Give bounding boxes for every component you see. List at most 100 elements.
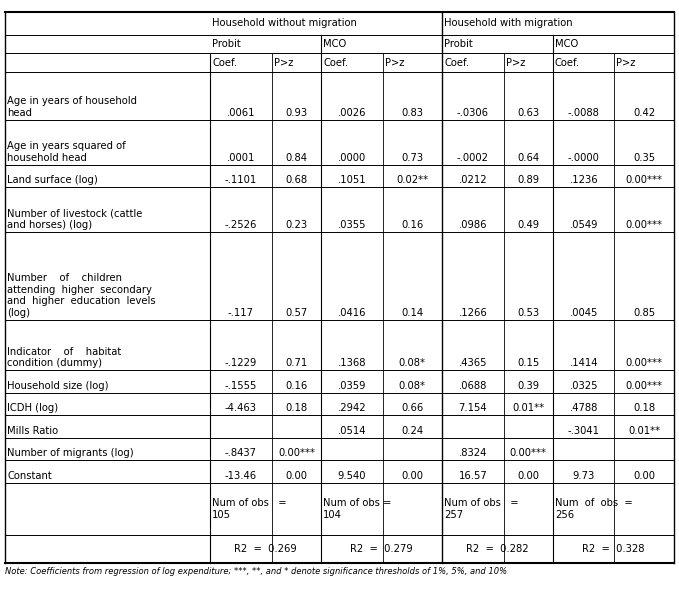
Text: 0.08*: 0.08* — [399, 381, 426, 391]
Text: Coef.: Coef. — [444, 58, 469, 68]
Text: -4.463: -4.463 — [225, 403, 257, 413]
Text: Num of obs   =
257: Num of obs = 257 — [444, 498, 519, 520]
Text: .0355: .0355 — [337, 220, 366, 230]
Text: -.1555: -.1555 — [225, 381, 257, 391]
Text: 9.73: 9.73 — [572, 471, 595, 481]
Text: 0.16: 0.16 — [285, 381, 308, 391]
Text: 0.53: 0.53 — [517, 308, 539, 318]
Text: .0000: .0000 — [337, 153, 366, 163]
Text: 0.73: 0.73 — [401, 153, 424, 163]
Text: Number of livestock (cattle
and horses) (log): Number of livestock (cattle and horses) … — [7, 209, 143, 230]
Text: Household without migration: Household without migration — [213, 18, 357, 28]
Text: Num of obs   =
105: Num of obs = 105 — [213, 498, 287, 520]
Text: .0026: .0026 — [337, 108, 366, 118]
Text: Coef.: Coef. — [555, 58, 580, 68]
Text: -.0088: -.0088 — [568, 108, 600, 118]
Text: Coef.: Coef. — [323, 58, 348, 68]
Text: .0001: .0001 — [227, 153, 255, 163]
Text: 0.01**: 0.01** — [512, 403, 545, 413]
Text: -.1101: -.1101 — [225, 176, 257, 186]
Text: .1051: .1051 — [337, 176, 366, 186]
Text: MCO: MCO — [323, 39, 346, 49]
Text: 0.83: 0.83 — [401, 108, 423, 118]
Text: -13.46: -13.46 — [225, 471, 257, 481]
Text: P>z: P>z — [274, 58, 293, 68]
Text: 0.18: 0.18 — [285, 403, 308, 413]
Text: 0.00***: 0.00*** — [626, 176, 663, 186]
Text: Probit: Probit — [213, 39, 241, 49]
Text: -.0306: -.0306 — [457, 108, 489, 118]
Text: .0061: .0061 — [227, 108, 255, 118]
Text: .1236: .1236 — [570, 176, 598, 186]
Text: Num of obs =
104: Num of obs = 104 — [323, 498, 391, 520]
Text: R2  =  0.282: R2 = 0.282 — [466, 544, 529, 554]
Text: R2  =  0.328: R2 = 0.328 — [582, 544, 645, 554]
Text: -.0002: -.0002 — [457, 153, 489, 163]
Text: 0.14: 0.14 — [401, 308, 424, 318]
Text: MCO: MCO — [555, 39, 579, 49]
Text: 0.49: 0.49 — [517, 220, 539, 230]
Text: .2942: .2942 — [337, 403, 366, 413]
Text: 0.35: 0.35 — [634, 153, 655, 163]
Text: .0359: .0359 — [337, 381, 366, 391]
Text: 0.23: 0.23 — [285, 220, 308, 230]
Text: 0.01**: 0.01** — [628, 426, 660, 436]
Text: 0.24: 0.24 — [401, 426, 424, 436]
Text: .0549: .0549 — [570, 220, 598, 230]
Text: .0212: .0212 — [458, 176, 488, 186]
Text: 0.00***: 0.00*** — [510, 449, 547, 458]
Text: 0.66: 0.66 — [401, 403, 424, 413]
Text: 0.71: 0.71 — [285, 358, 308, 368]
Text: 0.15: 0.15 — [517, 358, 539, 368]
Text: 0.00***: 0.00*** — [626, 358, 663, 368]
Text: 0.85: 0.85 — [634, 308, 655, 318]
Text: 0.42: 0.42 — [634, 108, 655, 118]
Text: 0.00***: 0.00*** — [626, 381, 663, 391]
Text: -.0000: -.0000 — [568, 153, 600, 163]
Text: .1368: .1368 — [337, 358, 366, 368]
Text: Indicator    of    habitat
condition (dummy): Indicator of habitat condition (dummy) — [7, 346, 122, 368]
Text: .0688: .0688 — [459, 381, 487, 391]
Text: 0.63: 0.63 — [517, 108, 539, 118]
Text: ICDH (log): ICDH (log) — [7, 403, 58, 413]
Text: 0.93: 0.93 — [285, 108, 308, 118]
Text: Household size (log): Household size (log) — [7, 381, 109, 391]
Text: Household with migration: Household with migration — [444, 18, 572, 28]
Text: Probit: Probit — [444, 39, 473, 49]
Text: Number of migrants (log): Number of migrants (log) — [7, 449, 134, 458]
Text: 0.16: 0.16 — [401, 220, 424, 230]
Text: Land surface (log): Land surface (log) — [7, 176, 98, 186]
Text: Age in years squared of
household head: Age in years squared of household head — [7, 141, 126, 163]
Text: Coef.: Coef. — [213, 58, 238, 68]
Text: .4788: .4788 — [570, 403, 598, 413]
Text: 9.540: 9.540 — [337, 471, 366, 481]
Text: 16.57: 16.57 — [458, 471, 488, 481]
Text: 0.39: 0.39 — [517, 381, 539, 391]
Text: -.1229: -.1229 — [225, 358, 257, 368]
Text: R2  =  0.269: R2 = 0.269 — [234, 544, 297, 554]
Text: -.3041: -.3041 — [568, 426, 600, 436]
Text: 0.00: 0.00 — [285, 471, 308, 481]
Text: .0514: .0514 — [337, 426, 366, 436]
Text: -.8437: -.8437 — [225, 449, 257, 458]
Text: 0.89: 0.89 — [517, 176, 539, 186]
Text: .0045: .0045 — [570, 308, 598, 318]
Text: Num  of  obs  =
256: Num of obs = 256 — [555, 498, 633, 520]
Text: Constant: Constant — [7, 471, 52, 481]
Text: 0.68: 0.68 — [285, 176, 308, 186]
Text: Number    of    children
attending  higher  secondary
and  higher  education  le: Number of children attending higher seco… — [7, 273, 155, 318]
Text: 0.00***: 0.00*** — [626, 220, 663, 230]
Text: 0.84: 0.84 — [285, 153, 308, 163]
Text: P>z: P>z — [617, 58, 636, 68]
Text: R2  =  0.279: R2 = 0.279 — [350, 544, 413, 554]
Text: 0.57: 0.57 — [285, 308, 308, 318]
Text: P>z: P>z — [506, 58, 525, 68]
Text: Note: Coefficients from regression of log expenditure; ***, **, and * denote sig: Note: Coefficients from regression of lo… — [5, 567, 507, 576]
Text: .0416: .0416 — [337, 308, 366, 318]
Text: 0.18: 0.18 — [634, 403, 655, 413]
Text: -.2526: -.2526 — [225, 220, 257, 230]
Text: 0.02**: 0.02** — [397, 176, 428, 186]
Text: 0.08*: 0.08* — [399, 358, 426, 368]
Text: .1266: .1266 — [458, 308, 488, 318]
Text: 0.00: 0.00 — [517, 471, 539, 481]
